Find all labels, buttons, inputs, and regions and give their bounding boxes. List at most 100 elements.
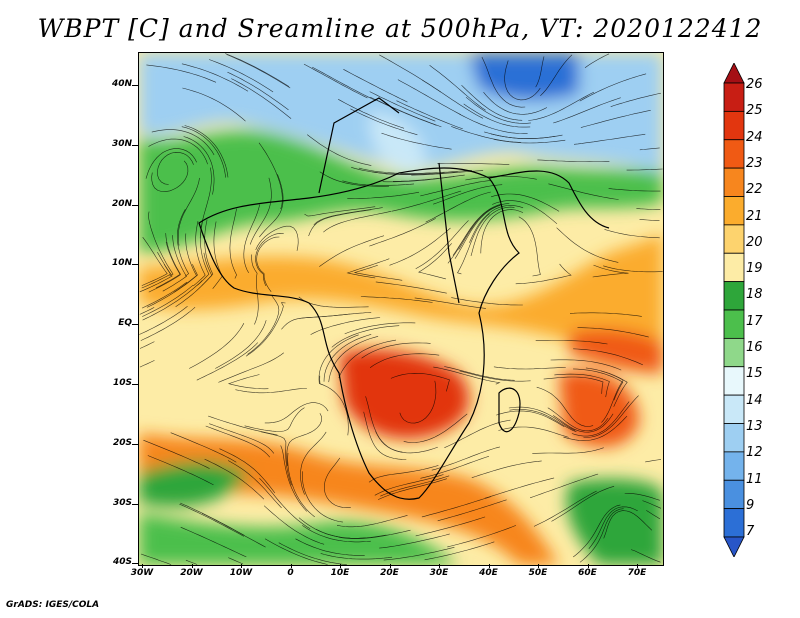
streamline bbox=[286, 413, 323, 467]
colorbar-label: 13 bbox=[746, 418, 763, 434]
lon-label: 30W bbox=[130, 568, 154, 578]
lon-tick bbox=[538, 564, 539, 568]
streamline bbox=[196, 342, 259, 381]
streamline bbox=[452, 203, 502, 256]
lon-tick bbox=[290, 564, 292, 568]
colorbar-label: 22 bbox=[746, 182, 763, 198]
wbpt-streamline-map bbox=[139, 53, 663, 565]
streamline bbox=[399, 380, 437, 424]
lat-label: 40N bbox=[111, 79, 132, 89]
lat-tick bbox=[132, 443, 138, 445]
hot-central-region bbox=[339, 349, 470, 439]
streamline bbox=[280, 445, 308, 512]
streamline bbox=[157, 151, 194, 185]
streamline bbox=[324, 457, 351, 508]
lon-tick bbox=[389, 564, 391, 568]
streamline bbox=[569, 312, 642, 317]
streamline bbox=[465, 96, 531, 124]
streamline bbox=[543, 376, 604, 394]
streamline bbox=[530, 473, 599, 499]
streamline bbox=[189, 323, 245, 369]
streamline bbox=[231, 78, 292, 119]
colorbar-swatch bbox=[723, 423, 745, 453]
streamline bbox=[403, 413, 468, 443]
streamline bbox=[361, 342, 431, 359]
lat-label: 30N bbox=[111, 138, 132, 149]
lon-tick bbox=[191, 564, 193, 568]
streamline bbox=[533, 490, 597, 527]
streamline bbox=[484, 131, 556, 139]
colorbar-swatch bbox=[723, 139, 745, 169]
streamline bbox=[396, 100, 463, 130]
streamline bbox=[351, 167, 423, 175]
streamline bbox=[509, 409, 577, 432]
streamline bbox=[295, 538, 365, 556]
streamline bbox=[358, 167, 431, 174]
streamline bbox=[491, 193, 560, 212]
streamline bbox=[588, 506, 638, 549]
streamline bbox=[496, 410, 565, 427]
colorbar-swatch bbox=[723, 451, 745, 481]
colorbar-swatch bbox=[723, 167, 745, 197]
streamline bbox=[255, 225, 299, 251]
colorbar-label: 9 bbox=[746, 497, 755, 513]
south-green-region bbox=[139, 513, 459, 565]
streamline bbox=[170, 432, 237, 463]
streamline bbox=[626, 168, 663, 171]
streamline bbox=[540, 54, 573, 97]
streamline bbox=[639, 147, 660, 151]
streamline bbox=[515, 263, 572, 285]
colorbar-label: 16 bbox=[746, 340, 763, 355]
lon-tick bbox=[637, 564, 638, 568]
streamline bbox=[624, 493, 660, 501]
streamline bbox=[201, 513, 266, 548]
streamline bbox=[183, 136, 215, 195]
streamline bbox=[147, 211, 174, 277]
streamline bbox=[298, 517, 367, 539]
streamline bbox=[243, 204, 260, 274]
streamline bbox=[139, 306, 188, 335]
streamline bbox=[592, 264, 629, 278]
streamline bbox=[421, 496, 492, 518]
streamline bbox=[573, 133, 646, 145]
streamline bbox=[227, 460, 282, 509]
streamline bbox=[303, 63, 368, 99]
streamline bbox=[142, 284, 194, 317]
streamline bbox=[414, 297, 486, 309]
streamline bbox=[259, 174, 284, 238]
colorbar-label: 17 bbox=[746, 313, 763, 329]
streamline bbox=[573, 348, 644, 366]
streamline bbox=[547, 407, 609, 432]
streamline bbox=[459, 370, 531, 382]
streamline bbox=[218, 352, 284, 383]
lat-tick bbox=[132, 204, 138, 206]
streamline bbox=[141, 281, 188, 309]
streamline bbox=[481, 56, 526, 108]
streamline bbox=[155, 233, 181, 289]
colorbar-swatch bbox=[723, 337, 745, 368]
streamline bbox=[184, 125, 229, 178]
colorbar-swatch bbox=[723, 63, 745, 84]
streamline bbox=[365, 396, 403, 453]
lat-label: EQ bbox=[118, 318, 132, 329]
streamline bbox=[536, 386, 594, 427]
streamline bbox=[360, 296, 433, 303]
inner-border bbox=[438, 162, 460, 304]
streamline bbox=[631, 549, 661, 563]
streamline bbox=[463, 103, 531, 128]
streamline bbox=[229, 208, 237, 279]
streamline bbox=[447, 525, 517, 548]
streamline bbox=[219, 448, 276, 494]
south-east-green bbox=[566, 478, 663, 565]
hot-indian-ocean-region bbox=[569, 328, 663, 373]
colorbar-swatch bbox=[723, 110, 745, 141]
streamline bbox=[148, 241, 181, 293]
streamline bbox=[429, 65, 486, 111]
streamline bbox=[247, 295, 280, 355]
colorbar-swatch bbox=[723, 536, 745, 557]
streamline bbox=[389, 227, 451, 266]
streamline bbox=[381, 132, 452, 150]
streamline bbox=[437, 499, 507, 522]
streamline bbox=[179, 503, 244, 537]
colorbar-label: 15 bbox=[746, 366, 763, 382]
